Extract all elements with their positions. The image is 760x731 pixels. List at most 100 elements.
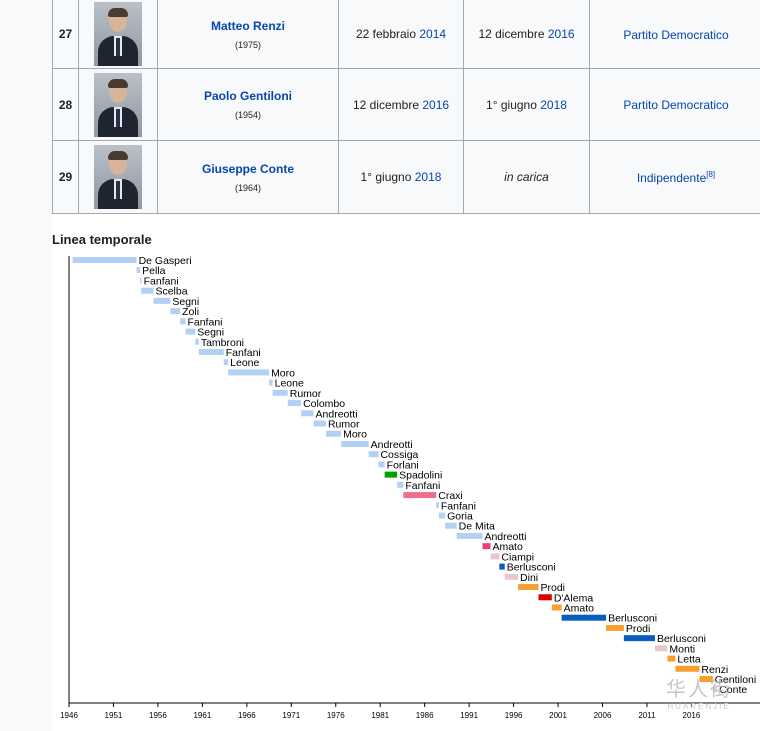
timeline-bar bbox=[403, 492, 437, 499]
party-cell: Partito Democratico bbox=[589, 68, 760, 141]
timeline-bar bbox=[436, 502, 439, 509]
timeline-bar-label: Prodi bbox=[626, 623, 651, 635]
timeline-bar-label: Prodi bbox=[540, 582, 565, 594]
prime-ministers-table: 27 Matteo Renzi (1975) 22 febbraio 2014 12 d… bbox=[52, 0, 760, 214]
timeline-bar-label: Leone bbox=[230, 357, 259, 369]
end-date-text: 1° giugno bbox=[486, 97, 537, 112]
party-link[interactable]: Partito Democratico bbox=[623, 98, 729, 112]
party-cell: Indipendente[8] bbox=[589, 140, 760, 214]
timeline-bar bbox=[561, 614, 607, 621]
timeline-bar bbox=[518, 584, 539, 591]
timeline-bar bbox=[141, 287, 154, 294]
x-tick-label: 1961 bbox=[193, 711, 211, 720]
x-tick-label: 1971 bbox=[282, 711, 300, 720]
timeline-bar bbox=[180, 318, 186, 325]
row-number: 28 bbox=[52, 68, 79, 141]
timeline-bar bbox=[313, 420, 326, 427]
x-tick-label: 1976 bbox=[327, 711, 345, 720]
timeline-bar bbox=[712, 686, 718, 693]
timeline-bar bbox=[456, 532, 483, 539]
timeline-bar bbox=[699, 676, 713, 683]
timeline-bar bbox=[482, 543, 491, 550]
timeline-bar-label: Zoli bbox=[182, 306, 199, 318]
timeline-bar-label: Rumor bbox=[290, 388, 322, 400]
timeline-bar-label: Berlusconi bbox=[608, 613, 657, 625]
party-link[interactable]: Partito Democratico bbox=[623, 27, 729, 42]
portrait-photo[interactable] bbox=[94, 145, 142, 209]
portrait-photo[interactable] bbox=[94, 72, 142, 137]
portrait-cell bbox=[78, 140, 158, 214]
timeline-bar bbox=[675, 665, 700, 672]
timeline-heading: Linea temporale bbox=[52, 232, 152, 247]
timeline-bar-label: Leone bbox=[275, 378, 304, 390]
party-cell: Partito Democratico bbox=[589, 0, 760, 69]
start-year-link[interactable]: 2016 bbox=[422, 97, 450, 112]
x-tick-label: 1946 bbox=[60, 711, 78, 720]
timeline-bar bbox=[538, 594, 552, 601]
watermark-logo: 华人街 HUARENJIE bbox=[644, 679, 754, 719]
timeline-bar-label: Spadolini bbox=[399, 470, 442, 482]
x-tick-label: 1956 bbox=[149, 711, 167, 720]
end-year-link[interactable]: 2016 bbox=[547, 27, 575, 41]
timeline-bar bbox=[667, 655, 676, 662]
timeline-bar bbox=[499, 563, 505, 570]
timeline-bar-label: Craxi bbox=[438, 490, 463, 502]
reference-link[interactable]: [8] bbox=[706, 169, 716, 179]
end-year-link[interactable]: 2018 bbox=[540, 97, 567, 112]
pm-name-link[interactable]: Matteo Renzi bbox=[210, 18, 285, 33]
timeline-bar bbox=[195, 338, 199, 345]
timeline-bar bbox=[384, 471, 398, 478]
timeline-bar bbox=[198, 348, 224, 355]
pm-name-link[interactable]: Giuseppe Conte bbox=[201, 161, 294, 176]
timeline-bar bbox=[368, 451, 379, 458]
timeline-bar bbox=[397, 481, 404, 488]
x-tick-label: 1951 bbox=[105, 711, 123, 720]
x-tick-label: 2006 bbox=[594, 711, 612, 720]
name-cell: Paolo Gentiloni (1954) bbox=[157, 68, 339, 141]
timeline-bar bbox=[325, 430, 342, 437]
timeline-bar-label: Berlusconi bbox=[657, 633, 706, 645]
x-tick-label: 1981 bbox=[371, 711, 389, 720]
timeline-bar-label: Amato bbox=[492, 541, 523, 553]
table-row: 28 Paolo Gentiloni (1954) 12 dicembre 2016 1… bbox=[52, 68, 760, 141]
timeline-bar-label: Forlani bbox=[387, 459, 419, 471]
start-date-text: 12 dicembre bbox=[352, 97, 419, 112]
end-date-cell: in carica bbox=[463, 140, 590, 214]
start-year-link[interactable]: 2018 bbox=[414, 170, 442, 184]
x-tick-label: 2011 bbox=[638, 711, 656, 720]
timeline-bar bbox=[185, 328, 196, 335]
timeline-bar bbox=[623, 635, 655, 642]
party-link[interactable]: Indipendente bbox=[636, 170, 707, 185]
timeline-bar-label: Conte bbox=[719, 684, 747, 696]
watermark-glyph: 华人街 bbox=[666, 679, 732, 701]
start-date-cell: 1° giugno 2018 bbox=[338, 140, 464, 214]
timeline-bar-label: Segni bbox=[197, 327, 224, 339]
table-row: 29 Giuseppe Conte (1964) 1° giugno 2018 in c… bbox=[52, 140, 760, 214]
timeline-bar-label: Dini bbox=[520, 572, 538, 584]
start-year-link[interactable]: 2014 bbox=[419, 27, 447, 41]
timeline-bar bbox=[228, 369, 270, 376]
timeline-svg: 1946 1951 1956 1961 1966 1971 1976 1981 1986 1991… bbox=[60, 255, 760, 720]
timeline-bar-label: D'Alema bbox=[554, 592, 594, 604]
x-tick-label: 1966 bbox=[238, 711, 256, 720]
portrait-cell bbox=[78, 68, 158, 141]
timeline-bar-label: Pella bbox=[142, 265, 166, 277]
timeline-bar-label: Fanfani bbox=[441, 500, 476, 512]
birth-year: (1964) bbox=[234, 182, 261, 193]
name-cell: Matteo Renzi (1975) bbox=[157, 0, 339, 69]
timeline-bar-label: Rumor bbox=[328, 419, 360, 431]
timeline-bar bbox=[272, 389, 288, 396]
pm-name-link[interactable]: Paolo Gentiloni bbox=[203, 89, 292, 103]
row-number: 27 bbox=[52, 0, 79, 69]
timeline-bar bbox=[136, 267, 141, 274]
timeline-bar-label: Renzi bbox=[701, 664, 728, 676]
timeline-bar-label: Goria bbox=[447, 511, 473, 523]
end-date-cell: 12 dicembre 2016 bbox=[463, 0, 590, 69]
timeline-bar bbox=[378, 461, 385, 468]
timeline-bar bbox=[438, 512, 446, 519]
timeline-bar-label: Berlusconi bbox=[507, 562, 556, 574]
portrait-photo[interactable] bbox=[94, 2, 142, 66]
x-tick-label: 2016 bbox=[683, 711, 701, 720]
timeline-bar bbox=[223, 359, 229, 366]
timeline-bar bbox=[504, 573, 519, 580]
